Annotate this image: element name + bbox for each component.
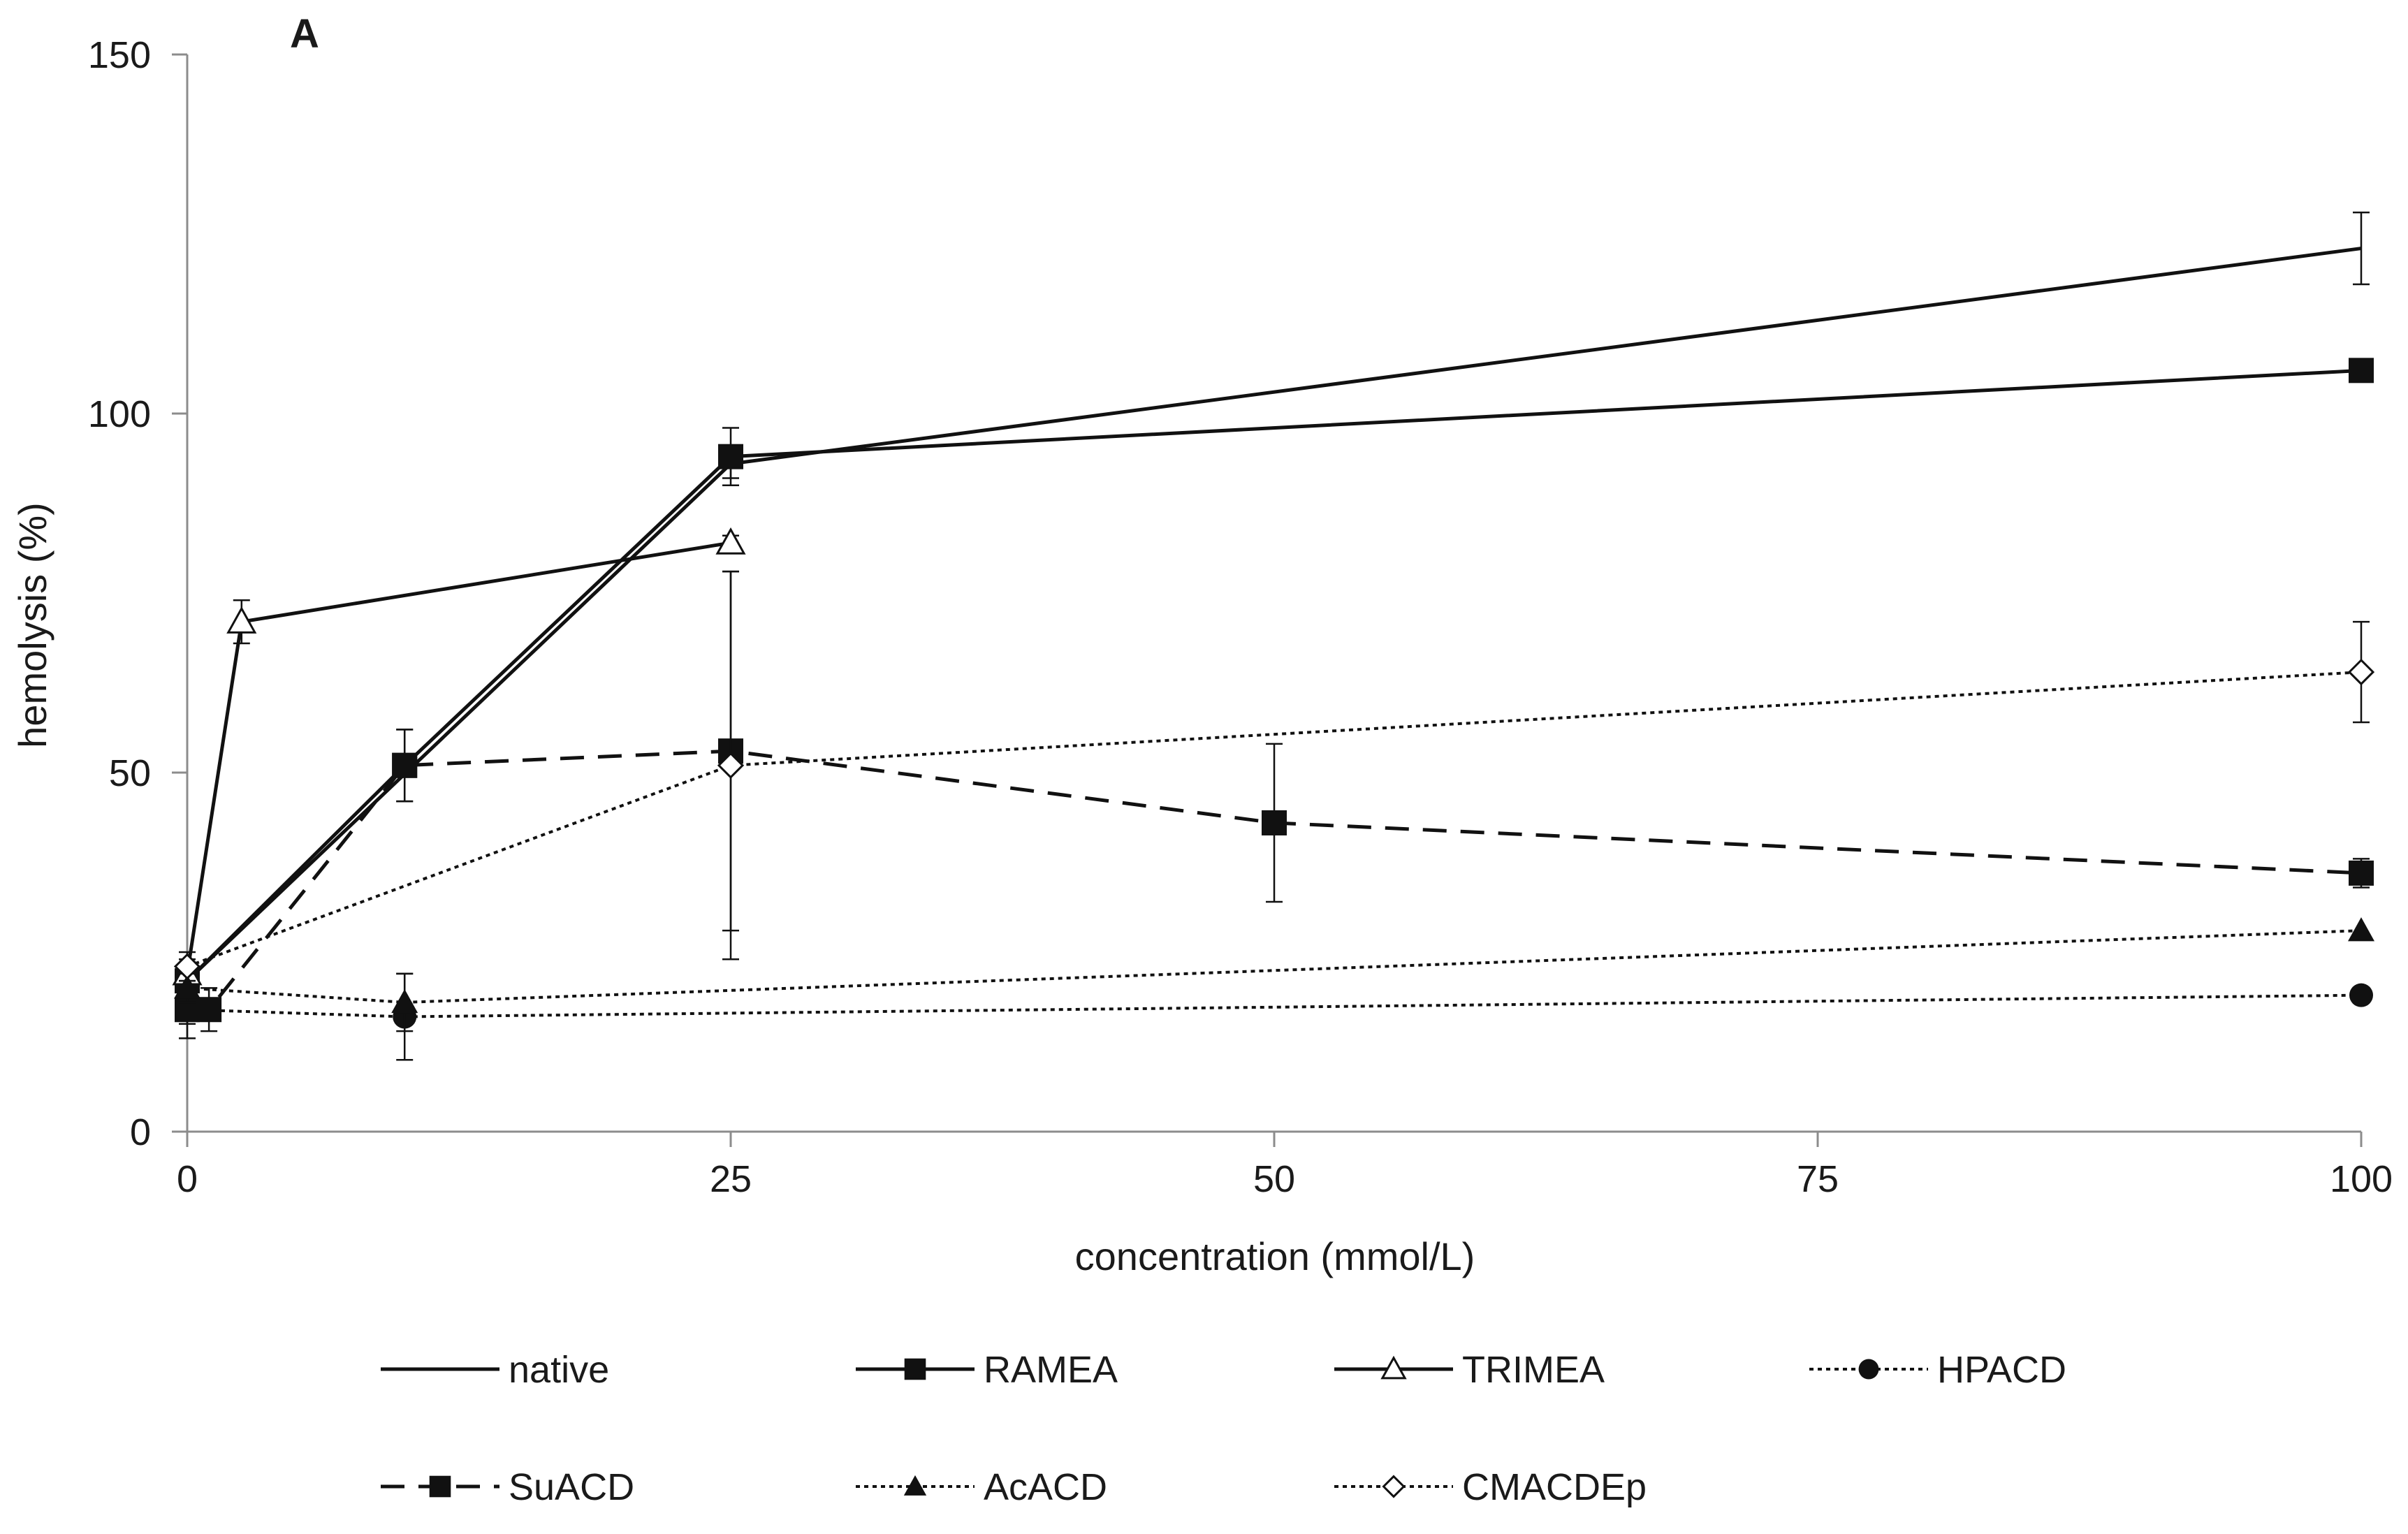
x-tick-label: 25 <box>710 1158 752 1200</box>
y-tick-label: 50 <box>109 752 151 794</box>
legend-marker-hpacd <box>1858 1359 1879 1380</box>
data-point-cmacdep <box>2347 658 2375 686</box>
error-bar-native <box>2353 211 2370 286</box>
x-tick-label: 50 <box>1253 1158 1295 1200</box>
legend-label-trimea: TRIMEA <box>1462 1349 1605 1391</box>
y-tick-label: 100 <box>88 393 151 435</box>
legend-label-hpacd: HPACD <box>1937 1349 2066 1391</box>
data-point-suacd <box>392 752 418 778</box>
data-point-suacd <box>196 997 222 1023</box>
y-tick-label: 0 <box>130 1111 151 1153</box>
legend-item-acacd: AcACD <box>856 1466 1107 1508</box>
legend-marker-ramea <box>904 1358 926 1380</box>
series-trimea <box>172 527 746 989</box>
legend-item-trimea: TRIMEA <box>1334 1349 1605 1391</box>
x-tick-label: 100 <box>2330 1158 2393 1200</box>
legend-marker-cmacdep <box>1382 1475 1406 1498</box>
series-acacd <box>174 917 2374 1032</box>
legend-marker-acacd <box>903 1475 927 1496</box>
series-line-ramea <box>186 368 2362 982</box>
data-point-suacd <box>2349 860 2374 886</box>
data-point-cmacdep <box>717 752 745 779</box>
legend-item-ramea: RAMEA <box>856 1349 1118 1391</box>
series-cmacdep <box>173 570 2375 982</box>
data-point-ramea <box>718 444 743 469</box>
legend-marker-suacd <box>429 1475 451 1498</box>
legend-item-cmacdep: CMACDEp <box>1334 1466 1647 1508</box>
legend-label-suacd: SuACD <box>509 1466 634 1508</box>
y-tick-label: 150 <box>88 34 151 76</box>
data-point-cmacdep <box>173 953 201 980</box>
legend-label-ramea: RAMEA <box>984 1349 1118 1391</box>
legend-item-native: native <box>381 1349 609 1391</box>
legend-item-hpacd: HPACD <box>1809 1349 2066 1391</box>
y-axis-title: hemolysis (%) <box>10 502 54 748</box>
series-line-acacd <box>187 929 2362 1004</box>
series-suacd <box>175 570 2374 1039</box>
x-tick-label: 75 <box>1797 1158 1839 1200</box>
x-axis-title: concentration (mmol/L) <box>1075 1234 1475 1278</box>
panel-label: A <box>290 11 319 57</box>
legend-marker-trimea <box>1380 1355 1407 1380</box>
data-point-hpacd <box>2349 983 2373 1007</box>
data-point-acacd <box>391 988 418 1014</box>
series-line-hpacd <box>187 993 2362 1018</box>
data-point-suacd <box>1262 810 1287 835</box>
data-point-trimea <box>226 606 257 634</box>
legend-label-cmacdep: CMACDEp <box>1462 1466 1647 1508</box>
legend-label-native: native <box>509 1349 609 1391</box>
data-point-acacd <box>174 974 200 999</box>
legend-item-suacd: SuACD <box>381 1466 634 1508</box>
x-tick-label: 0 <box>177 1158 198 1200</box>
series-line-trimea <box>185 541 731 974</box>
data-point-acacd <box>2348 917 2374 942</box>
series-hpacd <box>175 972 2373 1061</box>
legend-label-acacd: AcACD <box>984 1466 1107 1508</box>
data-point-ramea <box>2349 358 2374 384</box>
data-point-trimea <box>715 527 746 555</box>
